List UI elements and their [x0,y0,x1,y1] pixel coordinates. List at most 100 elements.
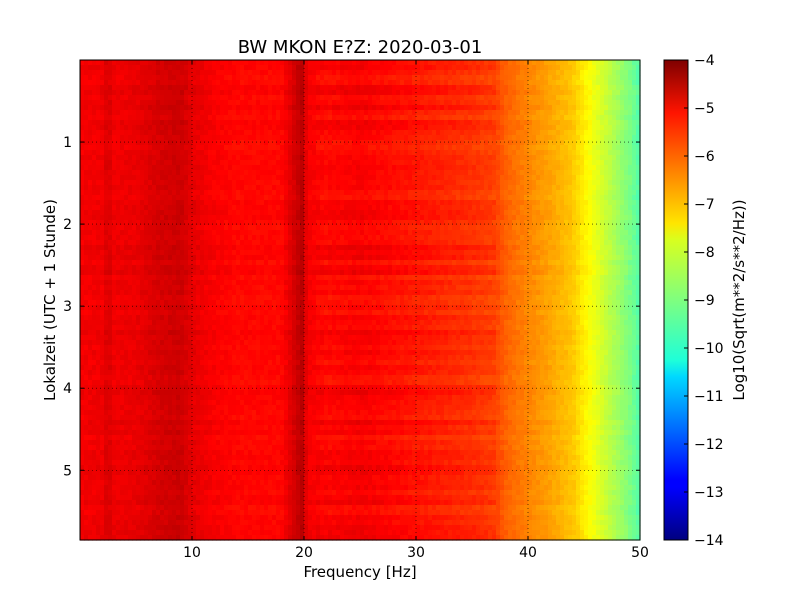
heatmap-cell [192,130,197,136]
heatmap-cell [112,220,117,226]
heatmap-cell [456,215,461,221]
heatmap-cell [628,220,633,226]
heatmap-cell [516,165,521,171]
heatmap-cell [172,165,177,171]
heatmap-cell [416,65,421,71]
heatmap-cell [456,85,461,91]
heatmap-cell [352,200,357,206]
heatmap-cell [104,95,109,101]
heatmap-cell [400,155,405,161]
heatmap-cell [520,200,525,206]
heatmap-cell [156,65,161,71]
heatmap-cell [444,130,449,136]
heatmap-cell [344,220,349,226]
heatmap-cell [412,150,417,156]
heatmap-cell [512,205,517,211]
heatmap-cell [268,110,273,116]
heatmap-cell [316,180,321,186]
heatmap-cell [384,210,389,216]
heatmap-cell [280,120,285,126]
heatmap-cell [444,145,449,151]
heatmap-cell [452,165,457,171]
heatmap-cell [572,85,577,91]
heatmap-cell [328,110,333,116]
heatmap-cell [248,100,253,106]
heatmap-cell [548,85,553,91]
heatmap-cell [272,195,277,201]
heatmap-cell [272,225,277,231]
heatmap-cell [136,235,141,241]
heatmap-cell [84,90,89,96]
heatmap-cell [424,185,429,191]
heatmap-cell [208,105,213,111]
heatmap-cell [632,115,637,121]
heatmap-cell [148,65,153,71]
heatmap-cell [352,85,357,91]
heatmap-cell [560,115,565,121]
heatmap-cell [308,95,313,101]
heatmap-cell [236,220,241,226]
heatmap-cell [404,140,409,146]
heatmap-cell [212,75,217,81]
heatmap-cell [536,80,541,86]
heatmap-cell [104,175,109,181]
heatmap-cell [120,60,125,66]
heatmap-cell [412,170,417,176]
heatmap-cell [168,220,173,226]
heatmap-cell [344,225,349,231]
heatmap-cell [628,190,633,196]
heatmap-cell [460,120,465,126]
heatmap-cell [208,155,213,161]
heatmap-cell [240,205,245,211]
heatmap-cell [316,135,321,141]
heatmap-cell [284,195,289,201]
heatmap-cell [456,200,461,206]
heatmap-cell [428,155,433,161]
heatmap-cell [188,165,193,171]
heatmap-cell [208,225,213,231]
heatmap-cell [236,190,241,196]
heatmap-cell [260,155,265,161]
heatmap-cell [180,80,185,86]
heatmap-cell [588,205,593,211]
heatmap-cell [112,150,117,156]
heatmap-cell [136,220,141,226]
heatmap-cell [176,190,181,196]
heatmap-cell [220,80,225,86]
heatmap-cell [348,115,353,121]
heatmap-cell [612,190,617,196]
heatmap-cell [428,175,433,181]
heatmap-cell [304,150,309,156]
heatmap-cell [204,115,209,121]
heatmap-cell [564,65,569,71]
heatmap-cell [96,155,101,161]
heatmap-cell [508,170,513,176]
heatmap-cell [384,75,389,81]
heatmap-cell [204,200,209,206]
heatmap-cell [384,215,389,221]
heatmap-cell [152,200,157,206]
heatmap-cell [348,215,353,221]
heatmap-cell [612,125,617,131]
heatmap-cell [432,160,437,166]
heatmap-cell [620,155,625,161]
heatmap-cell [476,215,481,221]
heatmap-cell [148,75,153,81]
heatmap-cell [632,70,637,76]
heatmap-cell [532,125,537,131]
heatmap-cell [312,220,317,226]
heatmap-cell [608,205,613,211]
heatmap-cell [472,130,477,136]
heatmap-cell [556,165,561,171]
heatmap-cell [636,120,641,126]
heatmap-cell [124,215,129,221]
heatmap-cell [248,135,253,141]
heatmap-cell [188,100,193,106]
heatmap-cell [88,140,93,146]
heatmap-cell [476,200,481,206]
heatmap-cell [608,175,613,181]
heatmap-cell [576,175,581,181]
heatmap-cell [164,165,169,171]
heatmap-cell [308,190,313,196]
heatmap-cell [344,170,349,176]
